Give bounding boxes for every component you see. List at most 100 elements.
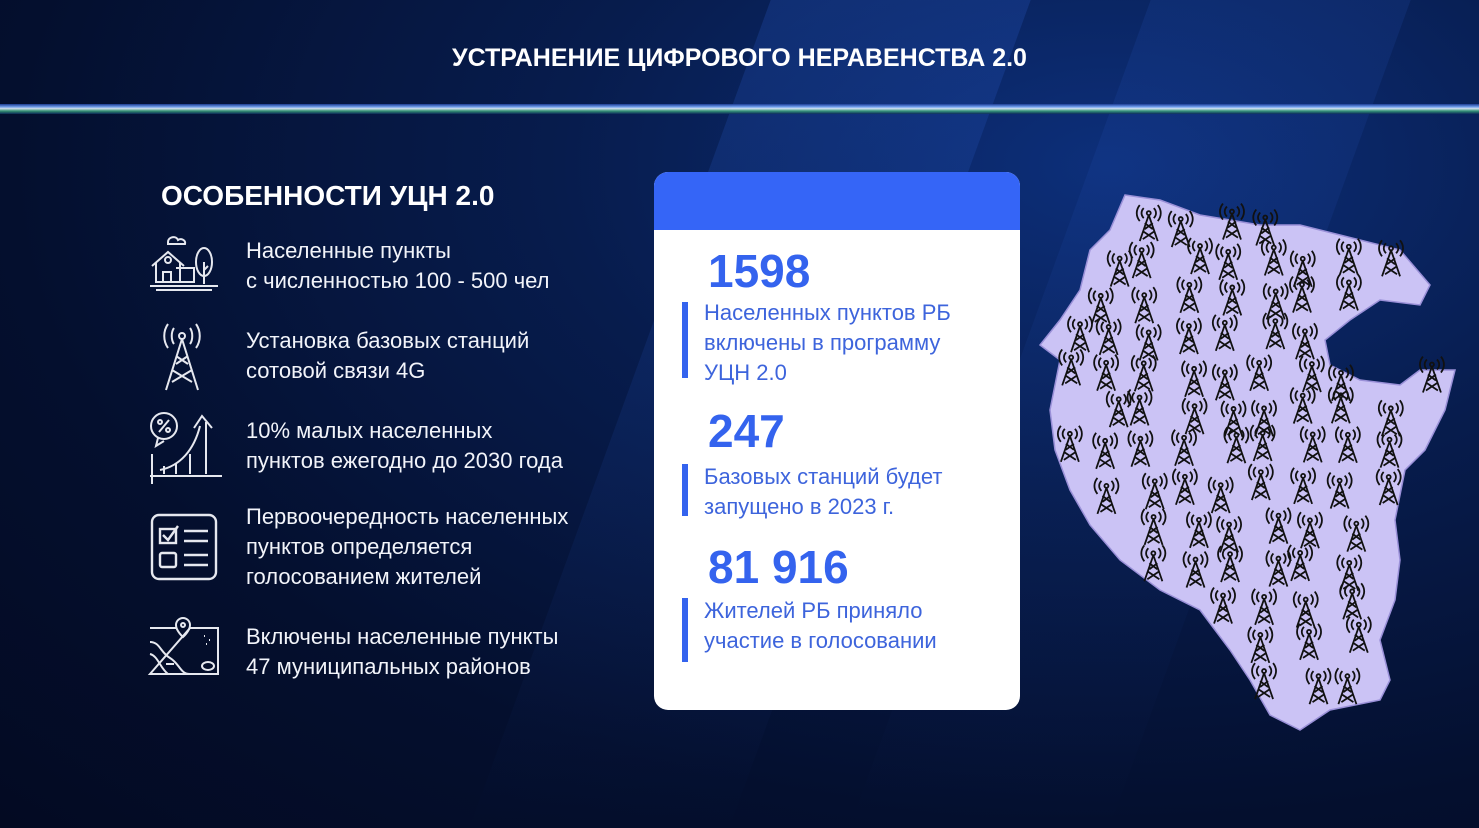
cell-tower-icon <box>1056 425 1083 463</box>
cell-tower-icon <box>1141 472 1168 510</box>
stat-description: Населенных пунктов РБ включены в программ… <box>704 298 951 388</box>
stat-value: 81 916 <box>708 541 849 593</box>
feature-text: 47 муниципальных районов <box>246 654 531 679</box>
cell-tower-icon <box>1336 554 1363 592</box>
cell-tower-icon <box>1215 243 1242 281</box>
stat-description: Базовых станций будет запущено в 2023 г. <box>704 462 942 522</box>
cell-tower-icon <box>1187 237 1213 275</box>
village-house-icon <box>150 236 218 291</box>
cell-tower-icon <box>1167 210 1194 248</box>
cell-tower-icon <box>1297 511 1323 549</box>
cell-tower-icon <box>1336 273 1362 311</box>
feature-text: сотовой связи 4G <box>246 358 426 383</box>
cell-tower-icon <box>1262 312 1289 350</box>
feature-text: Включены населенные пункты <box>246 624 559 649</box>
cell-tower-icon <box>1247 626 1274 664</box>
cell-tower-icon <box>1135 323 1162 361</box>
cell-tower-icon <box>1292 590 1319 628</box>
cell-tower-icon <box>1375 468 1402 506</box>
cell-tower-icon <box>1251 399 1277 437</box>
cell-tower-icon <box>1378 239 1404 277</box>
feature-text: с численностью 100 - 500 чел <box>246 268 550 293</box>
feature-item: Населенные пункты с численностью 100 - 50… <box>146 228 550 304</box>
feature-text: голосованием жителей <box>246 564 482 589</box>
cell-tower-icon <box>1251 588 1278 626</box>
stat-text: запущено в 2023 г. <box>704 494 895 519</box>
cell-tower-icon <box>1105 390 1132 428</box>
cell-tower-icon <box>1219 203 1245 240</box>
cell-tower-icon <box>1327 386 1354 424</box>
cell-tower-icon <box>1265 507 1292 544</box>
stat-text: УЦН 2.0 <box>704 360 787 385</box>
cell-tower-icon <box>1290 467 1316 505</box>
cell-tower-icon <box>1219 278 1246 316</box>
cell-tower-icon <box>1130 354 1157 392</box>
cell-tower-icon <box>1131 286 1158 324</box>
stat-value: 1598 <box>708 245 811 297</box>
cell-tower-icon <box>1335 238 1362 276</box>
cell-tower-icon <box>1326 472 1353 509</box>
feature-text: пунктов определяется <box>246 534 473 559</box>
cell-tower-icon <box>1182 550 1209 588</box>
stats-card-header <box>654 172 1020 230</box>
feature-item: Первоочередность населенных пунктов опред… <box>146 502 568 592</box>
feature-item: 10% малых населенных пунктов ежегодно до … <box>146 408 563 484</box>
cell-tower-icon <box>1135 204 1162 242</box>
cell-tower-icon <box>1246 354 1273 392</box>
region-outline <box>1038 194 1456 731</box>
cell-tower-icon <box>1289 250 1316 288</box>
cell-tower-icon <box>1377 399 1404 437</box>
cell-tower-icon <box>1093 477 1120 515</box>
cell-tower-icon <box>1067 315 1093 353</box>
stat-value: 247 <box>708 405 785 457</box>
cell-tower-icon <box>1220 400 1247 438</box>
checklist-icon <box>150 513 218 581</box>
tower-markers <box>1056 203 1445 705</box>
cell-tower-icon <box>1345 616 1372 653</box>
stat-text: участие в голосовании <box>704 628 937 653</box>
cell-tower-icon <box>1292 322 1318 360</box>
percent-growth-chart-icon <box>150 412 222 484</box>
cell-tower-icon <box>1298 355 1325 393</box>
cell-tower-icon <box>1249 424 1276 462</box>
cell-tower-icon <box>1216 515 1242 553</box>
cell-tower-icon <box>1305 667 1332 705</box>
cell-tower-icon <box>1210 586 1236 624</box>
cell-tower-icon <box>1211 314 1238 352</box>
cell-tower-icon <box>1127 430 1154 467</box>
cell-tower-icon <box>1186 511 1212 549</box>
cell-tower-icon <box>1328 364 1354 402</box>
cell-tower-icon <box>1181 397 1208 435</box>
feature-text: Установка базовых станций <box>246 328 530 353</box>
cell-tower-icon <box>1289 387 1316 424</box>
stat-text: Населенных пунктов РБ <box>704 300 951 325</box>
stat-accent-bar <box>682 302 688 378</box>
cell-tower-icon <box>1334 426 1361 464</box>
cell-tower-icon <box>1093 354 1120 392</box>
cell-tower-icon <box>1287 544 1314 582</box>
feature-text: пунктов ежегодно до 2030 года <box>246 448 563 473</box>
cell-tower-icon <box>1247 463 1274 501</box>
stat-text: включены в программу <box>704 330 941 355</box>
cell-tower-icon <box>1299 425 1326 463</box>
cell-tower-icon <box>163 323 201 391</box>
stats-card: 1598 Населенных пунктов РБ включены в про… <box>654 172 1020 710</box>
cell-tower-icon <box>1217 545 1243 583</box>
cell-tower-icon <box>1207 476 1234 514</box>
cell-tower-icon <box>1092 432 1119 470</box>
cell-tower-icon <box>1339 582 1366 620</box>
cell-tower-icon <box>1106 249 1133 287</box>
cell-tower-icon <box>1128 241 1155 279</box>
cell-tower-icon <box>1260 238 1287 276</box>
cell-tower-icon <box>1211 363 1238 401</box>
stat-accent-bar <box>682 464 688 516</box>
cell-tower-icon <box>1334 667 1361 705</box>
cell-tower-icon <box>1223 426 1250 464</box>
cell-tower-icon <box>1140 508 1167 546</box>
cell-tower-icon <box>1176 276 1203 314</box>
header-divider <box>0 104 1479 114</box>
features-title: ОСОБЕННОСТИ УЦН 2.0 <box>161 180 495 211</box>
feature-text: Населенные пункты <box>246 238 451 263</box>
cell-tower-icon <box>1171 429 1197 467</box>
page-title: УСТРАНЕНИЕ ЦИФРОВОГО НЕРАВЕНСТВА 2.0 <box>452 44 1027 72</box>
